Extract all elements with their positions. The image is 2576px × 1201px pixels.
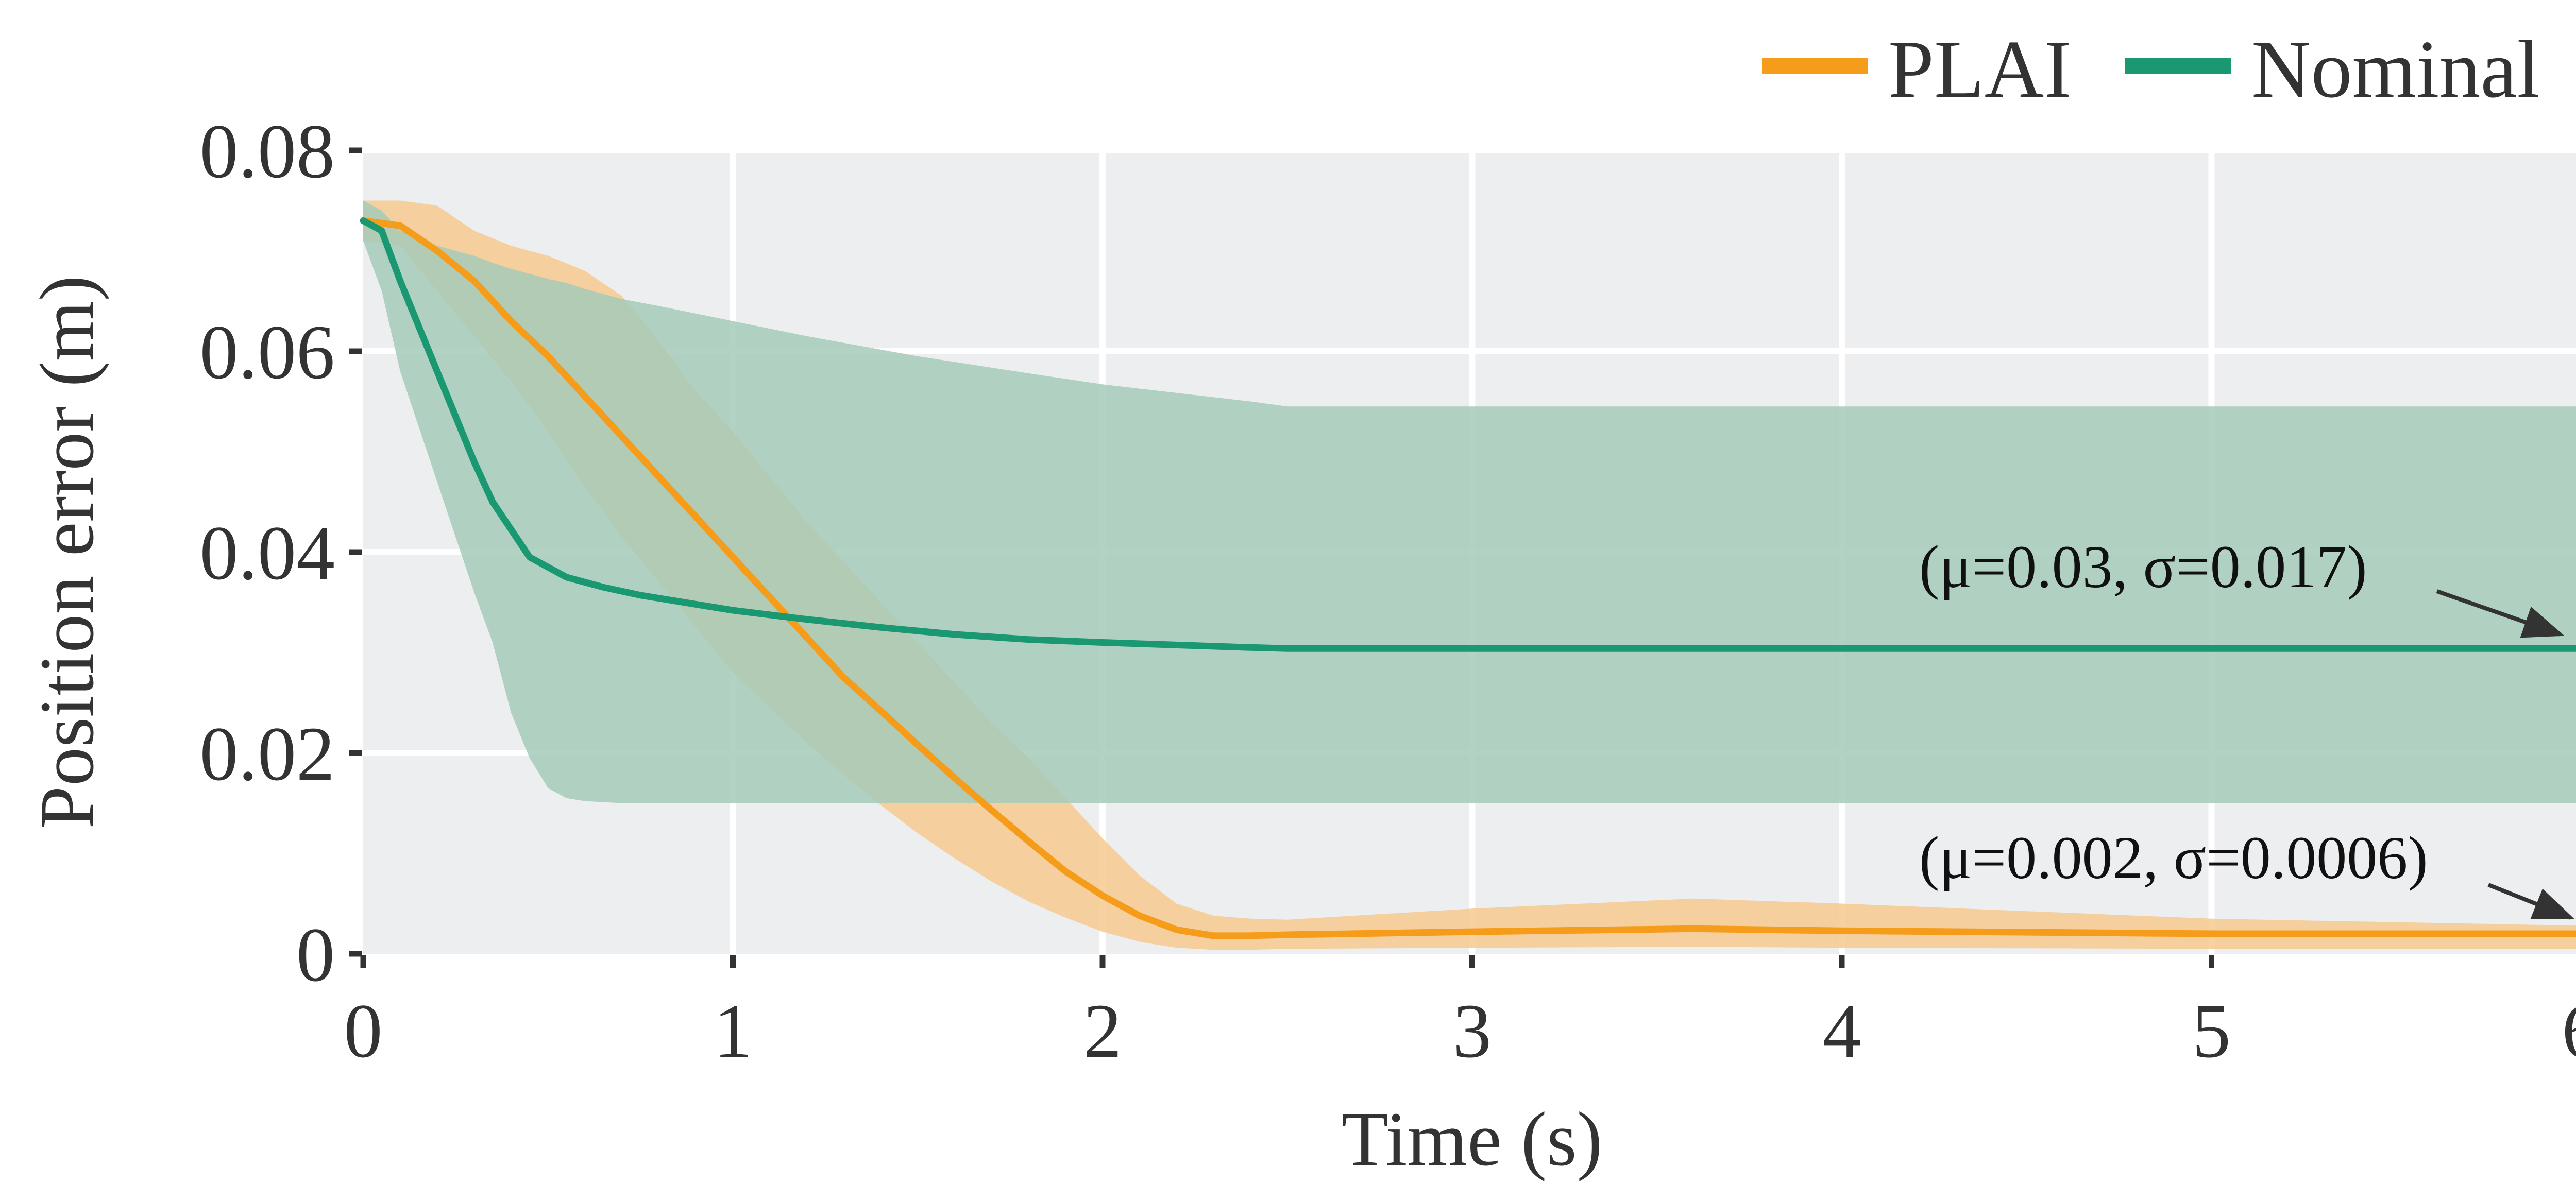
x-tick-label: 1 bbox=[714, 988, 752, 1074]
tick-labels: 0 1 2 3 4 5 6 0 0.02 0.04 0.06 0.08 bbox=[200, 109, 2576, 1074]
confidence-bands bbox=[363, 200, 2576, 950]
annotation-label-plai: (μ=0.002, σ=0.0006) bbox=[1919, 824, 2428, 891]
series-line-plai bbox=[360, 217, 2576, 939]
axes bbox=[349, 147, 2214, 968]
band-nominal bbox=[363, 200, 2576, 803]
x-axis-label: Time (s) bbox=[1341, 1096, 1602, 1182]
series-line-nominal bbox=[360, 217, 2576, 652]
legend: PLAI Nominal bbox=[1762, 23, 2540, 115]
y-tick-label: 0.08 bbox=[200, 109, 335, 194]
y-tick-label: 0.04 bbox=[200, 510, 335, 596]
y-tick-label: 0.02 bbox=[200, 711, 335, 797]
y-tick-label: 0 bbox=[296, 912, 335, 998]
x-tick-label: 3 bbox=[1453, 988, 1492, 1074]
annotations: (μ=0.03, σ=0.017) (μ=0.002, σ=0.0006) bbox=[1919, 533, 2575, 920]
annotation-label-nominal: (μ=0.03, σ=0.017) bbox=[1919, 533, 2367, 600]
x-tick-label: 0 bbox=[344, 988, 383, 1074]
annotation-arrow-plai bbox=[2487, 883, 2575, 920]
x-tick-label: 5 bbox=[2192, 988, 2231, 1074]
legend-label-plai: PLAI bbox=[1888, 23, 2072, 115]
mean-lines bbox=[360, 217, 2576, 939]
x-tick-label: 4 bbox=[1823, 988, 1861, 1074]
annotation-arrow-nominal bbox=[2436, 589, 2565, 638]
x-tick-label: 2 bbox=[1083, 988, 1122, 1074]
y-tick-label: 0.06 bbox=[200, 310, 335, 395]
y-axis-label: Position error (m) bbox=[24, 276, 110, 829]
x-tick-label: 6 bbox=[2562, 988, 2576, 1074]
legend-label-nominal: Nominal bbox=[2251, 23, 2540, 115]
